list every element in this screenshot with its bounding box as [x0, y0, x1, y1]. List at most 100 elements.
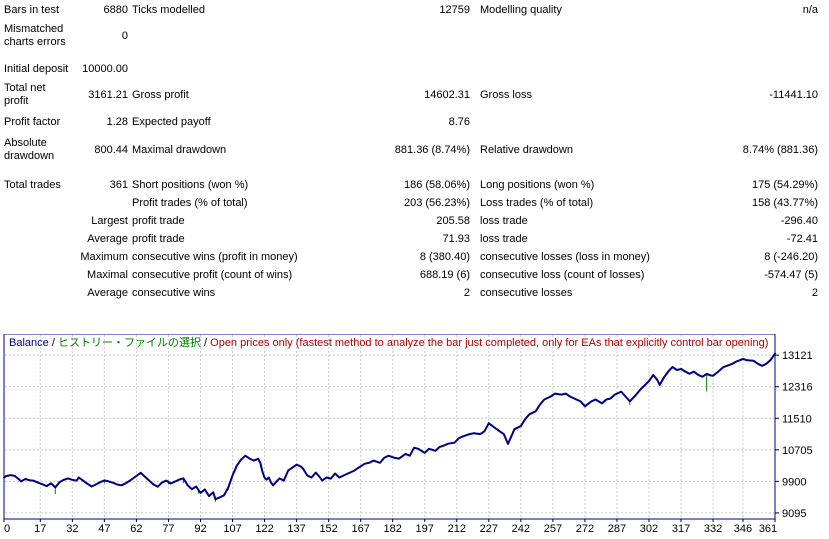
stat-label: Loss trades (% of total) [480, 197, 594, 209]
stat-label: Maximal drawdown [132, 143, 227, 156]
report-row: Absolute drawdown 800.44 Maximal drawdown 8… [4, 137, 818, 163]
report-row: Maximum consecutive wins (profit in money… [4, 251, 818, 264]
stat-label: consecutive wins [132, 287, 216, 299]
x-axis-label: 167 [351, 523, 369, 535]
stat-value: -72.41 [786, 233, 818, 245]
stat-value: 688.19 (6) [419, 269, 470, 281]
stat-value: 361 [109, 179, 128, 191]
stat-value: 158 (43.77%) [751, 197, 818, 209]
stat-value: Average [87, 287, 128, 299]
stat-label: consecutive profit (count of wins) [132, 269, 293, 281]
stat-label: Absolute drawdown [4, 137, 55, 162]
stat-label: profit trade [132, 215, 185, 227]
stat-label: profit trade [132, 233, 185, 245]
y-axis-label: 10705 [782, 445, 813, 457]
report-row: Largest profit trade 205.58 loss trade -296.… [4, 215, 818, 228]
stat-value: 175 (54.29%) [751, 179, 818, 191]
stat-value: 205.58 [436, 215, 470, 227]
x-axis-label: 152 [319, 523, 337, 535]
x-axis-label: 107 [223, 523, 241, 535]
report-row: Average profit trade 71.93 loss trade -72.41 [4, 233, 818, 246]
legend-separator: / [51, 337, 55, 349]
x-axis-label: 17 [34, 523, 46, 535]
stat-label: Bars in test [4, 4, 60, 16]
x-axis-label: 137 [287, 523, 305, 535]
stat-value: Maximum [80, 251, 128, 263]
stat-label: Gross loss [480, 88, 532, 101]
stat-value: 186 (58.06%) [403, 179, 470, 191]
stat-value: 0 [121, 29, 128, 42]
x-axis-label: 361 [759, 523, 777, 535]
report-row: Total trades 361 Short positions (won %) 18… [4, 179, 818, 192]
x-axis-label: 332 [704, 523, 722, 535]
stat-value: 2 [463, 287, 470, 299]
stat-label: consecutive wins (profit in money) [132, 251, 298, 263]
legend-separator: / [204, 337, 208, 349]
x-axis-label: 257 [544, 523, 562, 535]
stat-value: Average [87, 233, 128, 245]
stat-label: Long positions (won %) [480, 179, 595, 191]
stat-label: Gross profit [132, 88, 189, 101]
stat-value: 203 (56.23%) [403, 197, 470, 209]
plot-border [3, 333, 776, 520]
stat-label: Short positions (won %) [132, 179, 249, 191]
stat-value: 14602.31 [424, 88, 470, 101]
stat-label: Profit factor [4, 116, 61, 128]
stat-value: Maximal [87, 269, 128, 281]
stat-value: 71.93 [442, 233, 470, 245]
stat-label: consecutive losses [480, 287, 573, 299]
stat-label: Mismatched charts errors [4, 23, 66, 48]
stat-value: 10000.00 [82, 63, 128, 75]
y-axis-label: 12316 [782, 382, 813, 394]
stat-label: loss trade [480, 233, 528, 245]
balance-chart-svg: 0 17 32 47 62 77 92 107 122 137 152 167 182 197 212 227… [3, 333, 813, 535]
x-axis-label: 317 [672, 523, 690, 535]
strategy-tester-report-table: Bars in test 6880 Ticks modelled 12759 Model… [4, 4, 818, 300]
report-row: Profit trades (% of total) 203 (56.23%) Lo… [4, 197, 818, 210]
stat-label: consecutive losses (loss in money) [480, 251, 650, 263]
stat-value: -11441.10 [769, 88, 818, 101]
y-axis-label: 9095 [782, 508, 806, 520]
stat-value: -574.47 (5) [764, 269, 818, 281]
report-row: Maximal consecutive profit (count of wins… [4, 269, 818, 282]
history-file-label: ヒストリー・ファイルの選択 [57, 337, 201, 349]
x-axis-label: 62 [130, 523, 142, 535]
report-row: Initial deposit 10000.00 [4, 63, 818, 76]
stat-label: Initial deposit [4, 63, 69, 75]
report-row: Bars in test 6880 Ticks modelled 12759 Model… [4, 4, 818, 17]
x-axis-label: 302 [640, 523, 658, 535]
stat-label: Expected payoff [132, 116, 211, 128]
stat-value: -296.40 [780, 215, 818, 227]
stat-value: 8.76 [448, 116, 470, 128]
stat-value: 6880 [103, 4, 128, 16]
stat-value: 1.28 [106, 116, 128, 128]
x-axis-label: 122 [255, 523, 273, 535]
stat-label: Total trades [4, 179, 61, 191]
stat-label: loss trade [480, 215, 528, 227]
x-axis-label: 346 [734, 523, 752, 535]
stat-value: 3161.21 [88, 88, 128, 101]
stat-value: 8 (-246.20) [764, 251, 818, 263]
x-axis-label: 242 [512, 523, 530, 535]
x-axis-label: 287 [608, 523, 626, 535]
stat-label: Modelling quality [480, 4, 562, 16]
y-axis-label: 11510 [782, 413, 812, 425]
stat-value: 12759 [439, 4, 470, 16]
balance-chart: 0 17 32 47 62 77 92 107 122 137 152 167 182 197 212 227… [0, 333, 829, 536]
x-axis-label: 182 [384, 523, 402, 535]
stat-value: 8 (380.40) [419, 251, 470, 263]
stat-label: Profit trades (% of total) [132, 197, 248, 209]
x-axis-label: 272 [576, 523, 594, 535]
stat-value: Largest [91, 215, 128, 227]
x-axis-label: 197 [416, 523, 434, 535]
balance-line [3, 352, 776, 501]
x-axis-label: 47 [98, 523, 110, 535]
report-row: Total net profit 3161.21 Gross profit 14602… [4, 82, 818, 108]
x-axis-label: 212 [448, 523, 466, 535]
stat-label: Ticks modelled [132, 4, 205, 16]
stat-label: consecutive loss (count of losses) [480, 269, 645, 281]
report-row: Mismatched charts errors 0 [4, 23, 818, 49]
report-row: Profit factor 1.28 Expected payoff 8.76 [4, 116, 818, 129]
open-prices-mode-label: Open prices only (fastest method to anal… [210, 337, 769, 349]
x-axis-label: 32 [66, 523, 78, 535]
